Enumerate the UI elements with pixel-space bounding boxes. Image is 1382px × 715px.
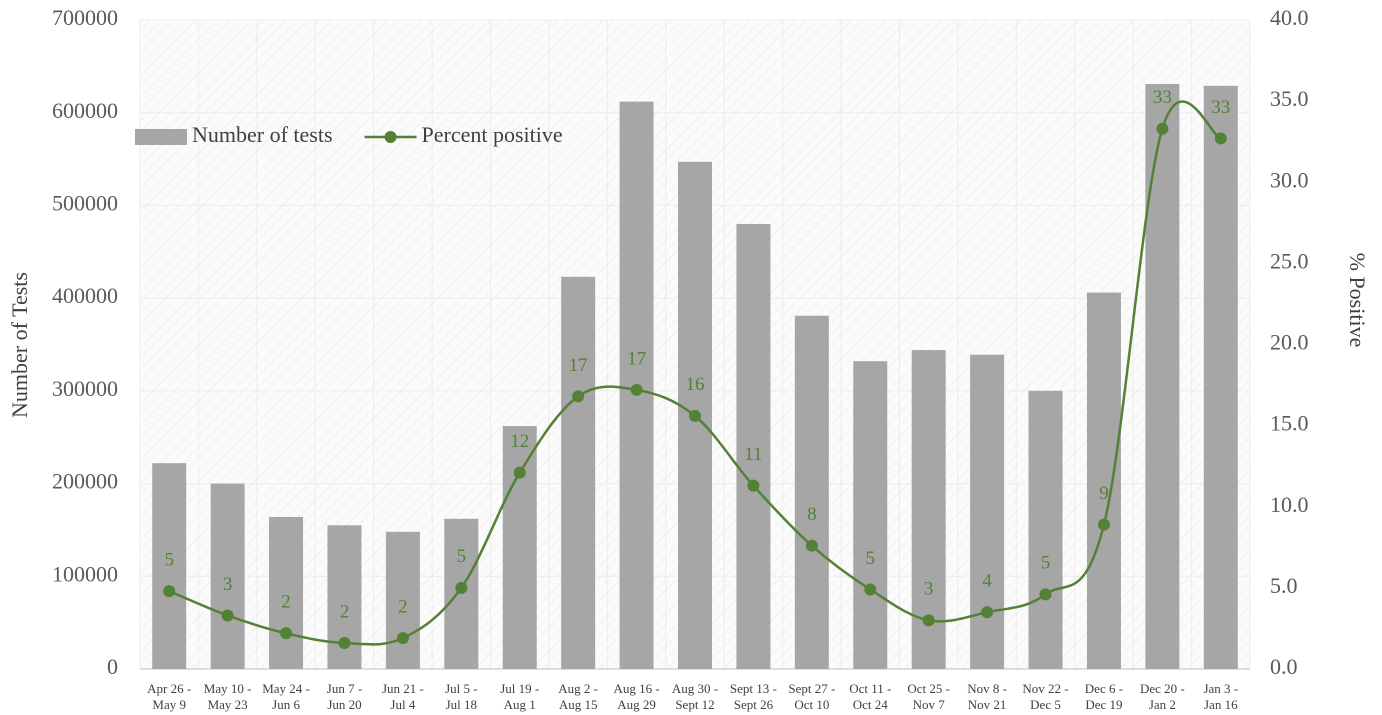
bar: [970, 354, 1005, 669]
y2-tick-label: 40.0: [1270, 5, 1309, 30]
x-tick-label: Aug 2 - Aug 15: [558, 681, 599, 712]
y2-axis-title: % Positive: [1345, 253, 1370, 348]
line-point: [1214, 132, 1227, 145]
y-tick-label: 0: [107, 654, 118, 679]
line: [168, 100, 1222, 646]
x-tick-label: Jun 7 - Jun 20: [326, 681, 363, 712]
data-label: 9: [1099, 483, 1109, 504]
line-point: [280, 627, 293, 640]
bar: [152, 463, 187, 669]
x-tick-label: Oct 25 - Nov 7: [907, 681, 950, 712]
x-tick-label: Sept 27 - Oct 10: [788, 681, 836, 712]
data-label: 5: [1041, 553, 1051, 574]
x-tick-label: Jan 3 - Jan 16: [1203, 681, 1239, 712]
y2-tick-label: 0.0: [1270, 654, 1298, 679]
line-point: [163, 585, 176, 598]
line-point: [572, 390, 585, 403]
x-tick-label: Apr 26 - May 9: [147, 681, 192, 712]
y-tick-label: 400000: [52, 283, 118, 308]
x-tick-label: Dec 6 - Dec 19: [1084, 681, 1124, 712]
x-tick-label: May 24 - Jun 6: [262, 681, 310, 712]
legend-swatch: [135, 129, 187, 145]
bar: [385, 531, 420, 669]
line-point: [805, 539, 818, 552]
y-tick-label: 300000: [52, 376, 118, 401]
x-tick-label: Jul 19 - Aug 1: [500, 681, 540, 712]
line-point: [864, 583, 877, 596]
data-label: 33: [1211, 97, 1230, 118]
y2-tick-label: 10.0: [1270, 492, 1309, 517]
data-label: 16: [686, 374, 705, 395]
data-label: 17: [627, 348, 646, 369]
bar: [794, 315, 829, 669]
bar: [1145, 83, 1180, 670]
legend-swatch: [384, 131, 397, 143]
bar: [1203, 85, 1238, 669]
data-label: 11: [744, 444, 762, 465]
x-tick-label: Oct 11 - Oct 24: [849, 681, 892, 712]
line-point: [922, 614, 935, 627]
y-tick-label: 200000: [52, 469, 118, 494]
bar: [444, 518, 479, 669]
bar: [1086, 292, 1121, 669]
bar: [269, 516, 304, 669]
y-tick-label: 500000: [52, 190, 118, 215]
y-axis-title: Number of Tests: [7, 272, 32, 418]
data-label: 3: [223, 574, 233, 595]
bar: [1028, 390, 1063, 669]
data-label: 3: [924, 579, 934, 600]
line-point: [455, 581, 468, 594]
line-point: [396, 632, 409, 645]
x-tick-label: Dec 20 - Jan 2: [1139, 681, 1185, 712]
y2-tick-label: 5.0: [1270, 573, 1298, 598]
y2-tick-label: 35.0: [1270, 86, 1309, 111]
x-tick-label: Jun 21 - Jul 4: [381, 681, 424, 712]
y2-tick-label: 15.0: [1270, 411, 1309, 436]
x-tick-label: Aug 30 - Sept 12: [671, 681, 719, 712]
data-label: 33: [1153, 87, 1172, 108]
line-point: [1156, 122, 1169, 135]
y-tick-label: 700000: [52, 5, 118, 30]
line-point: [981, 606, 994, 619]
y2-tick-label: 30.0: [1270, 167, 1309, 192]
x-tick-label: Nov 22 - Dec 5: [1022, 681, 1069, 712]
data-label: 5: [457, 546, 467, 567]
x-tick-label: Jul 5 - Jul 18: [445, 681, 478, 712]
data-label: 8: [807, 504, 817, 525]
line-point: [1097, 518, 1110, 531]
line-point: [221, 609, 234, 622]
data-label: 2: [398, 597, 408, 618]
x-tick-label: Aug 16 - Aug 29: [613, 681, 660, 712]
line-point: [747, 479, 760, 492]
x-tick-label: May 10 - May 23: [203, 681, 252, 712]
data-label: 17: [569, 355, 588, 376]
y-tick-label: 100000: [52, 561, 118, 586]
data-label: 5: [866, 548, 876, 569]
bar: [736, 223, 771, 669]
line-point: [630, 383, 643, 396]
x-tick-label: Nov 8 - Nov 21: [967, 681, 1007, 712]
line-point: [338, 637, 351, 650]
bar: [853, 361, 888, 669]
x-tick-label: Sept 13 - Sept 26: [729, 681, 777, 712]
legend-label: Percent positive: [422, 122, 563, 147]
y-tick-label: 600000: [52, 98, 118, 123]
legend-label: Number of tests: [192, 122, 333, 147]
line-point: [689, 409, 701, 422]
line-point: [1039, 588, 1052, 601]
data-label: 2: [340, 601, 350, 622]
data-label: 4: [982, 571, 992, 592]
bar: [561, 276, 596, 669]
data-label: 2: [281, 592, 291, 613]
y2-tick-label: 25.0: [1270, 248, 1309, 273]
bar: [502, 426, 537, 669]
data-label: 5: [164, 549, 174, 570]
line-point: [513, 466, 526, 479]
y2-tick-label: 20.0: [1270, 330, 1309, 355]
data-label: 12: [510, 431, 529, 452]
bar: [210, 483, 245, 669]
